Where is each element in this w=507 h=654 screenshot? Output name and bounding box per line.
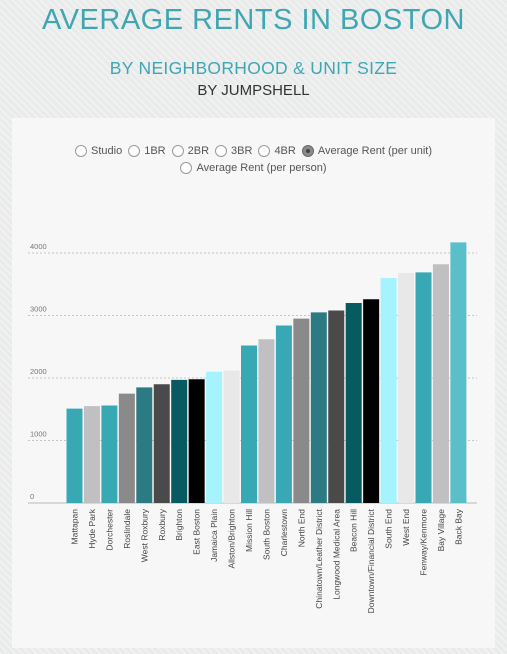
bar[interactable] [398,273,415,503]
category-label: West End [401,509,411,546]
radio-circle-icon[interactable] [180,162,193,174]
category-label: South End [384,509,394,549]
category-label: Dorchester [104,509,114,551]
category-label: Mattapan [70,509,80,545]
category-label: Bay Village [436,509,446,552]
category-label: Charlestown [279,509,289,557]
bar[interactable] [188,379,205,503]
bar[interactable] [363,299,380,503]
radio-label: Average Rent (per unit) [317,145,432,157]
radio-label: Average Rent (per person) [196,162,327,174]
category-label: Brighton [174,509,184,541]
radio-option-3br[interactable]: 3BR [215,145,252,157]
bar[interactable] [66,408,83,504]
chart-panel: Studio 1BR 2BR 3BR 4BR Average Rent (per… [12,118,495,648]
category-label: Beacon Hill [349,509,359,552]
category-label: Allston/Brighton [227,509,237,569]
radio-circle-icon[interactable] [171,145,184,157]
y-tick-label: 2000 [30,367,47,376]
bar[interactable] [83,406,100,504]
category-label: South Boston [261,509,271,560]
y-tick-label: 1000 [30,430,47,439]
radio-circle-selected-icon[interactable] [301,145,314,157]
page-title: AVERAGE RENTS IN BOSTON [42,4,465,36]
category-label: Fenway/Kenmore [419,509,429,576]
radio-label: 3BR [231,145,253,157]
radio-label: Studio [91,145,123,157]
y-tick-label: 4000 [30,242,47,251]
bar[interactable] [275,325,292,504]
y-tick-label: 3000 [30,305,47,314]
category-label: Chinatown/Leather District [314,508,324,608]
bar[interactable] [258,339,275,503]
radio-option-average-rent-per-person[interactable]: Average Rent (per person) [180,162,327,174]
bar[interactable] [415,272,432,504]
radio-option-4br[interactable]: 4BR [258,145,296,157]
category-label: Jamaica Plain [209,509,219,562]
category-label: East Boston [192,509,202,555]
bar[interactable] [206,371,223,503]
category-label: Hyde Park [87,508,97,548]
category-label: West Roxbury [139,508,149,562]
bar[interactable] [380,278,397,503]
bar[interactable] [293,318,310,504]
bar[interactable] [136,387,153,504]
radio-label: 1BR [144,145,166,157]
bar[interactable] [345,303,362,503]
radio-circle-icon[interactable] [258,145,271,157]
radio-option-studio[interactable]: Studio [75,145,122,157]
unit-size-selector-row-2: Average Rent (per person) [12,162,495,174]
y-tick-label: 0 [30,492,34,501]
category-label: Roslindale [122,509,132,549]
radio-circle-icon[interactable] [75,145,88,157]
radio-option-1br[interactable]: 1BR [128,145,166,157]
bar[interactable] [310,312,327,504]
bar[interactable] [432,264,449,503]
radio-label: 2BR [187,145,210,157]
bar[interactable] [118,393,135,504]
bar[interactable] [171,379,188,504]
bar-chart: 0 1000 2000 3000 4000 Mattapan Hyde Park Dorche… [28,242,477,613]
page-subtitle: BY NEIGHBORHOOD & UNIT SIZE [109,58,398,78]
bar[interactable] [241,345,257,504]
category-label: North End [296,509,306,548]
radio-option-2br[interactable]: 2BR [171,145,210,157]
bar[interactable] [223,370,240,504]
unit-size-selector: Studio 1BR 2BR 3BR 4BR Average Rent (per… [12,145,495,157]
radio-option-average-rent-per-unit[interactable]: Average Rent (per unit) [301,145,432,157]
radio-circle-icon[interactable] [215,145,228,157]
category-label: Downtown/Financial District [366,508,376,613]
bar[interactable] [153,384,170,503]
bar[interactable] [328,310,345,504]
category-label: Back Bay [453,508,463,545]
category-label: Mission Hill [244,509,254,552]
bar[interactable] [450,242,467,504]
radio-label: 4BR [274,145,296,157]
radio-circle-icon[interactable] [128,145,141,157]
category-label: Longwood Medical Area [331,509,341,600]
byline: BY JUMPSHELL [197,82,310,99]
category-label: Roxbury [157,508,167,540]
bar[interactable] [101,405,118,504]
